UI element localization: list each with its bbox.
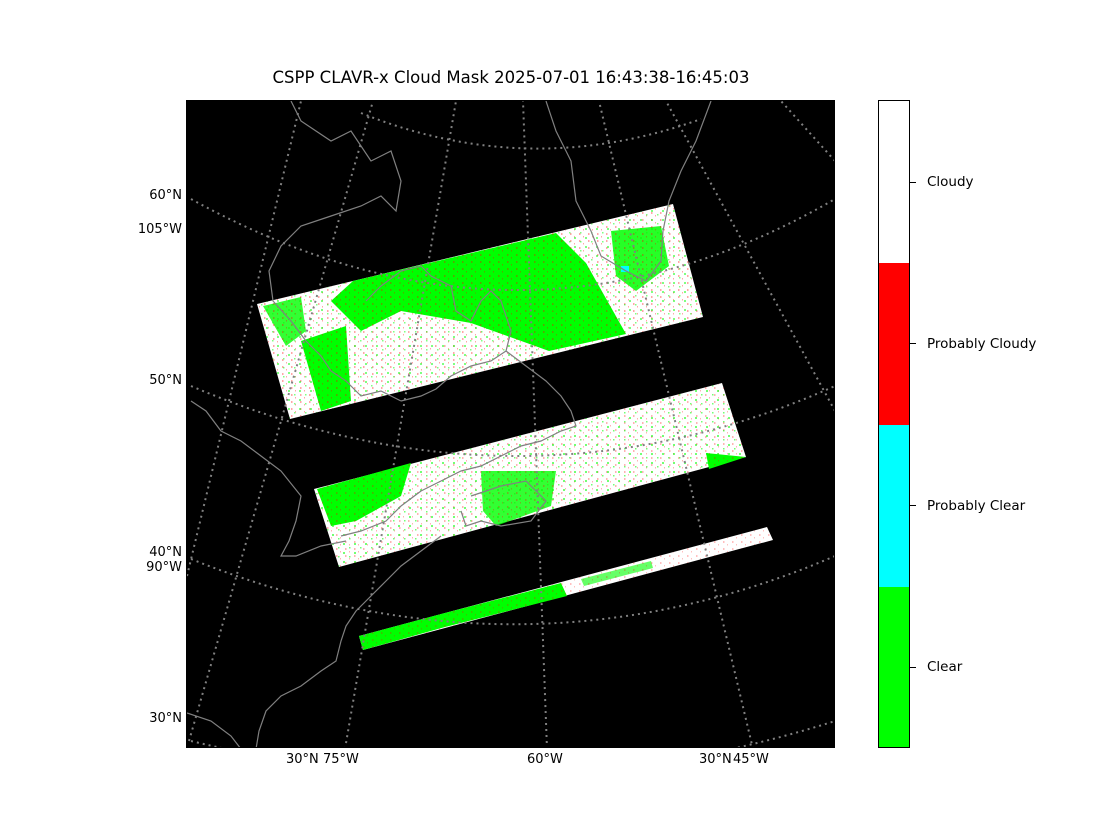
map-canvas — [187, 101, 834, 747]
colorbar-tick — [910, 667, 916, 668]
colorbar-label-clear: Clear — [927, 659, 963, 675]
colorbar-segment-clear — [879, 587, 909, 747]
map-title: CSPP CLAVR-x Cloud Mask 2025-07-01 16:43… — [272, 68, 750, 87]
colorbar-segment-cloudy — [879, 101, 909, 263]
colorbar-label-probably-cloudy: Probably Cloudy — [927, 336, 1037, 352]
colorbar-tick — [910, 343, 916, 344]
bottom-label-30n-left: 30°N — [286, 752, 319, 767]
map-panel[interactable] — [186, 100, 835, 748]
swath-north — [257, 204, 703, 419]
lon-label-105w: 105°W — [137, 222, 182, 237]
colorbar-label-probably-clear: Probably Clear — [927, 498, 1026, 514]
coastline — [187, 101, 712, 747]
colorbar-segment-probably-cloudy — [879, 263, 909, 425]
lat-label-30n: 30°N — [149, 711, 182, 726]
lat-label-60n: 60°N — [149, 188, 182, 203]
bottom-label-60w: 60°W — [527, 752, 563, 767]
bottom-label-75w: 75°W — [323, 752, 359, 767]
colorbar-segment-probably-clear — [879, 425, 909, 587]
bottom-label-30n-right: 30°N — [699, 752, 732, 767]
colorbar-tick — [910, 505, 916, 506]
colorbar-tick — [910, 182, 916, 183]
colorbar-label-cloudy: Cloudy — [927, 174, 974, 190]
swath-south — [359, 527, 773, 650]
lat-label-40n: 40°N — [149, 545, 182, 560]
bottom-label-45w: 45°W — [733, 752, 769, 767]
lon-label-90w: 90°W — [146, 560, 182, 575]
colorbar — [878, 100, 910, 748]
swath-middle — [314, 383, 746, 567]
graticule — [187, 101, 834, 747]
lat-label-50n: 50°N — [149, 373, 182, 388]
